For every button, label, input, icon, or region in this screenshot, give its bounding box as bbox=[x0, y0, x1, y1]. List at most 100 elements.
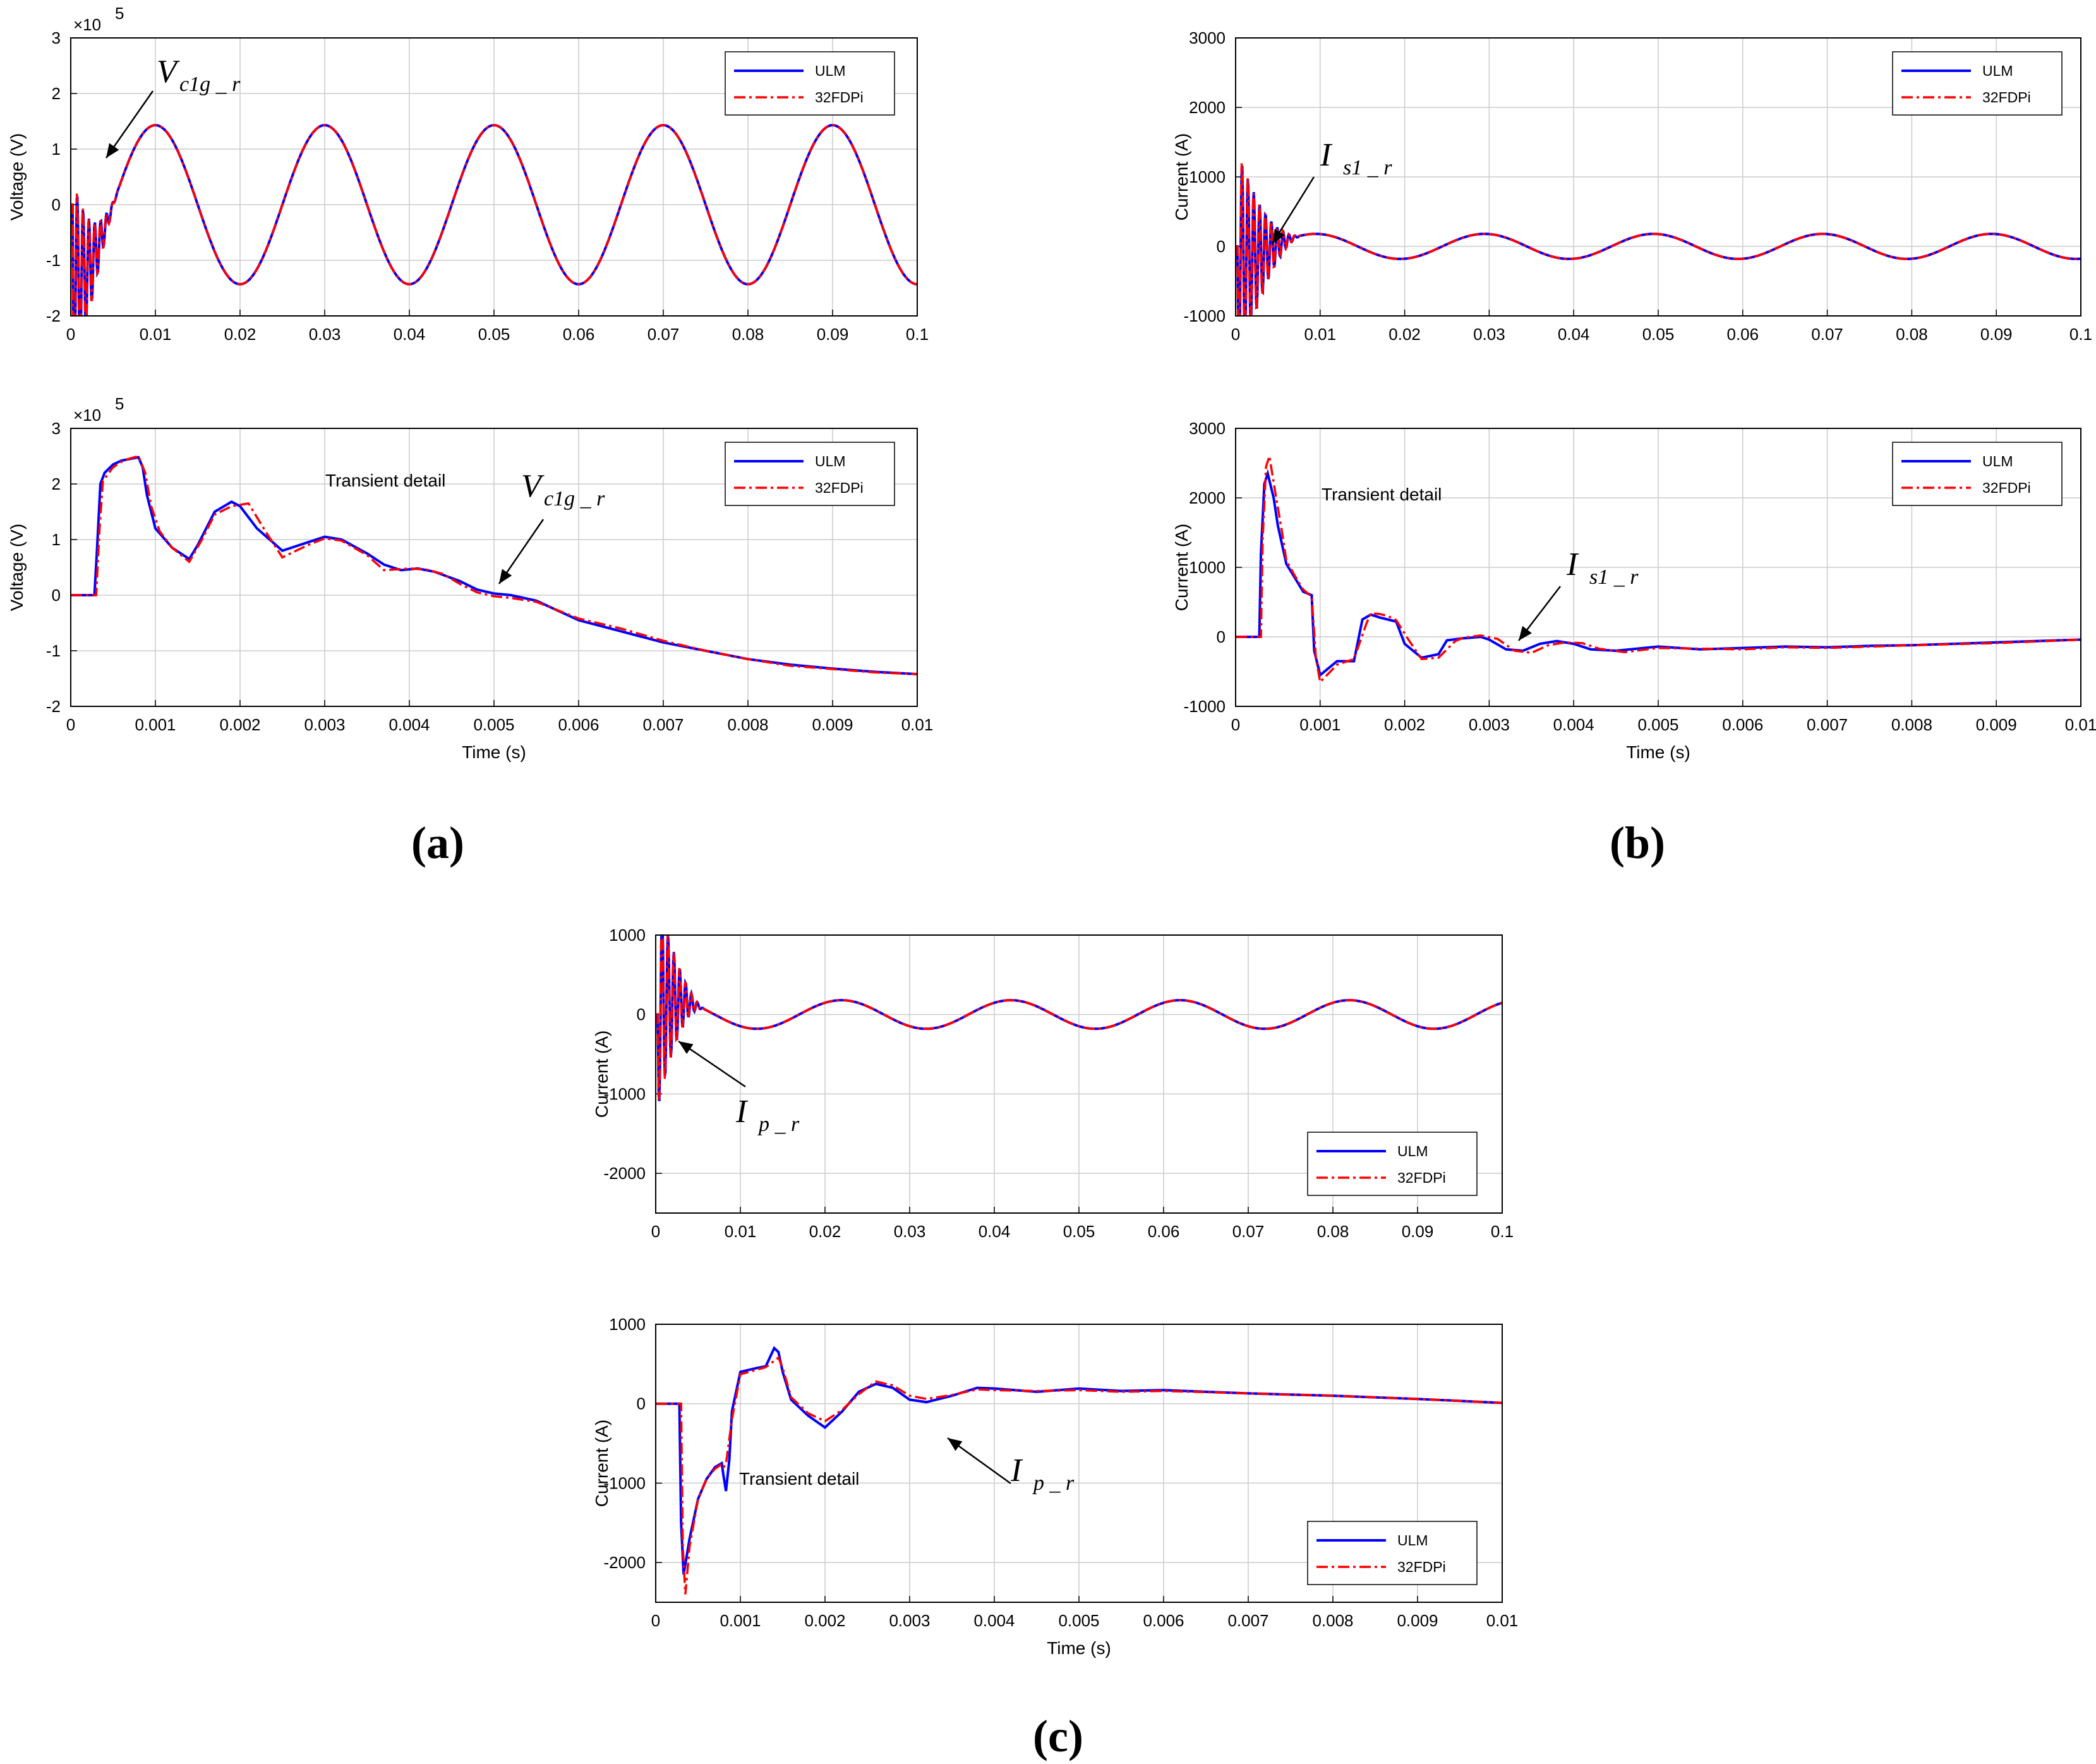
series-32fdpi-line bbox=[1236, 163, 2081, 316]
y-tick-label: 2 bbox=[52, 84, 61, 103]
x-tick-label: 0.005 bbox=[1058, 1611, 1099, 1630]
x-tick-label: 0.06 bbox=[1148, 1222, 1180, 1241]
legend-ulm-label: ULM bbox=[815, 63, 846, 79]
x-tick-label: 0.004 bbox=[388, 715, 430, 734]
y-tick-label: -1000 bbox=[1184, 306, 1226, 325]
y-tick-label: -1 bbox=[46, 641, 61, 660]
annotation-subscript: c1g _ r bbox=[544, 487, 605, 510]
x-tick-label: 0.07 bbox=[1811, 325, 1843, 344]
series-32fdpi-line bbox=[656, 935, 1502, 1101]
annotation-arrow-head bbox=[1519, 625, 1532, 641]
x-tick-label: 0.006 bbox=[1143, 1611, 1184, 1630]
legend-box bbox=[1892, 442, 2063, 506]
x-tick-label: 0 bbox=[1231, 715, 1240, 734]
x-axis-label: Time (s) bbox=[1047, 1638, 1111, 1658]
x-tick-label: 0.008 bbox=[1312, 1611, 1353, 1630]
legend: ULM 32FDPi bbox=[1307, 1521, 1478, 1585]
y-exponent: ×10 bbox=[73, 15, 101, 34]
legend: ULM 32FDPi bbox=[1892, 51, 2063, 116]
y-tick-label: -2000 bbox=[604, 1553, 646, 1572]
axes-frame bbox=[70, 37, 918, 317]
legend-32fdpi-label: 32FDPi bbox=[1397, 1559, 1446, 1575]
x-axis-label: Time (s) bbox=[462, 742, 526, 762]
x-tick-label: 0 bbox=[1231, 325, 1240, 344]
x-tick-label: 0.008 bbox=[727, 715, 768, 734]
x-tick-label: 0.01 bbox=[901, 715, 934, 734]
annotation-symbol: V bbox=[157, 54, 180, 90]
y-exponent-power: 5 bbox=[115, 4, 124, 23]
x-tick-label: 0.05 bbox=[1063, 1222, 1095, 1241]
y-tick-label: 1 bbox=[52, 530, 61, 549]
legend: ULM 32FDPi bbox=[725, 442, 895, 506]
x-tick-label: 0.009 bbox=[1976, 715, 2017, 734]
x-tick-label: 0.009 bbox=[1397, 1611, 1438, 1630]
legend-ulm-label: ULM bbox=[1982, 63, 2013, 79]
x-tick-label: 0.08 bbox=[1317, 1222, 1349, 1241]
x-tick-label: 0.1 bbox=[906, 325, 929, 344]
annotation-subscript: s1 _ r bbox=[1343, 156, 1392, 179]
x-tick-label: 0.008 bbox=[1891, 715, 1932, 734]
annotation-arrow-head bbox=[106, 143, 119, 158]
x-tick-label: 0.06 bbox=[1726, 325, 1759, 344]
legend: ULM 32FDPi bbox=[1307, 1132, 1478, 1196]
panel-label-b: (b) bbox=[1610, 818, 1665, 868]
x-tick-label: 0.07 bbox=[647, 325, 680, 344]
x-tick-label: 0.006 bbox=[1722, 715, 1763, 734]
x-tick-label: 0.01 bbox=[1304, 325, 1336, 344]
x-tick-label: 0 bbox=[651, 1611, 660, 1630]
x-tick-label: 0.05 bbox=[478, 325, 510, 344]
annotation-transient-detail: Transient detail bbox=[325, 471, 445, 490]
x-tick-label: 0.003 bbox=[1469, 715, 1510, 734]
x-tick-label: 0.1 bbox=[1491, 1222, 1514, 1241]
y-tick-label: 1 bbox=[52, 140, 61, 159]
chart-a_detail: 0 0.001 0.002 0.003 0.004 0.005 0.006 0.007 0.00… bbox=[7, 394, 933, 762]
y-tick-label: -1000 bbox=[604, 1084, 646, 1103]
x-tick-label: 0.003 bbox=[304, 715, 345, 734]
y-tick-label: 0 bbox=[1217, 627, 1226, 646]
x-tick-label: 0.03 bbox=[894, 1222, 926, 1241]
legend-box bbox=[1307, 1521, 1478, 1585]
y-tick-label: 1000 bbox=[609, 1315, 646, 1334]
panel-label-c: (c) bbox=[1033, 1711, 1083, 1761]
x-tick-label: 0.1 bbox=[2069, 325, 2092, 344]
x-tick-label: 0.09 bbox=[817, 325, 849, 344]
legend-box bbox=[1307, 1132, 1478, 1196]
x-tick-label: 0.09 bbox=[1402, 1222, 1434, 1241]
y-axis-label: Current (A) bbox=[592, 1420, 611, 1507]
legend-ulm-label: ULM bbox=[1982, 453, 2013, 469]
x-tick-label: 0.002 bbox=[219, 715, 260, 734]
annotation-arrow-head bbox=[499, 569, 512, 584]
legend-32fdpi-label: 32FDPi bbox=[1397, 1169, 1446, 1186]
x-tick-label: 0.01 bbox=[1486, 1611, 1519, 1630]
x-tick-label: 0 bbox=[66, 715, 75, 734]
legend-box bbox=[1892, 51, 2063, 116]
x-tick-label: 0.001 bbox=[720, 1611, 761, 1630]
y-axis-label: Voltage (V) bbox=[7, 133, 27, 221]
y-tick-label: -2000 bbox=[604, 1164, 646, 1183]
x-tick-label: 0.08 bbox=[732, 325, 764, 344]
annotation-symbol: I bbox=[1320, 137, 1333, 173]
annotation-symbol: I bbox=[1566, 547, 1579, 583]
x-tick-label: 0 bbox=[66, 325, 75, 344]
x-tick-label: 0.005 bbox=[1637, 715, 1678, 734]
legend-ulm-label: ULM bbox=[1397, 1532, 1428, 1549]
x-tick-label: 0.08 bbox=[1896, 325, 1928, 344]
x-tick-label: 0.007 bbox=[1227, 1611, 1268, 1630]
x-tick-label: 0 bbox=[651, 1222, 660, 1241]
annotation-symbol: I bbox=[1010, 1453, 1023, 1489]
series-32fdpi-line bbox=[656, 1356, 1502, 1595]
chart-b_full: 0 0.01 0.02 0.03 0.04 0.05 0.06 0.07 0.08 0.09 0.1… bbox=[1172, 28, 2092, 344]
annotation-symbol: V bbox=[521, 468, 545, 504]
x-tick-label: 0.03 bbox=[309, 325, 341, 344]
x-tick-label: 0.07 bbox=[1232, 1222, 1265, 1241]
legend-ulm-label: ULM bbox=[815, 453, 846, 469]
y-exponent: ×10 bbox=[73, 406, 101, 425]
annotation-subscript: p _ r bbox=[757, 1113, 800, 1136]
y-tick-label: 3 bbox=[52, 419, 61, 438]
x-tick-label: 0.03 bbox=[1473, 325, 1505, 344]
axes-frame bbox=[1235, 428, 2081, 707]
x-tick-label: 0.05 bbox=[1642, 325, 1675, 344]
